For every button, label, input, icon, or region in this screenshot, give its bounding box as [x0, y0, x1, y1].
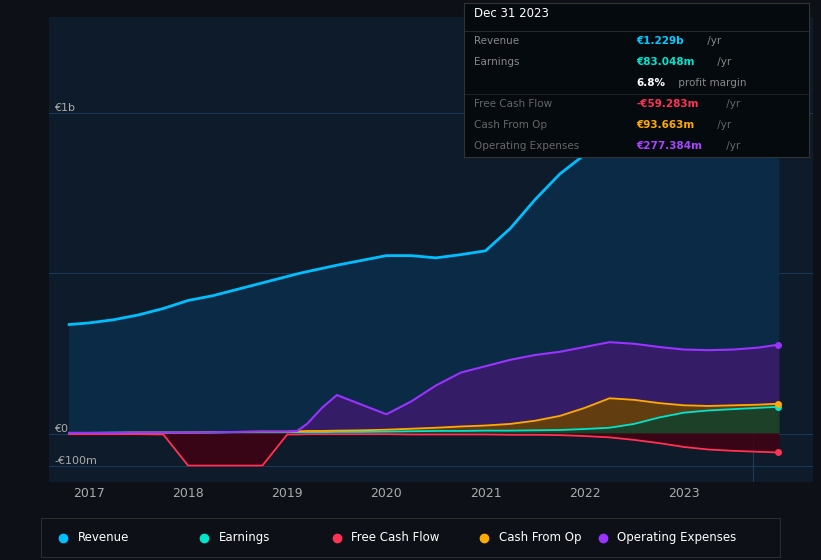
Text: Earnings: Earnings [475, 57, 520, 67]
Text: /yr: /yr [704, 36, 721, 46]
Text: Free Cash Flow: Free Cash Flow [351, 531, 440, 544]
Text: /yr: /yr [713, 57, 731, 67]
Text: €83.048m: €83.048m [636, 57, 695, 67]
Text: €0: €0 [54, 423, 68, 433]
Text: Revenue: Revenue [78, 531, 130, 544]
Text: Operating Expenses: Operating Expenses [475, 141, 580, 151]
Text: 6.8%: 6.8% [636, 78, 665, 88]
Text: €93.663m: €93.663m [636, 120, 695, 130]
Text: Earnings: Earnings [218, 531, 270, 544]
Text: €277.384m: €277.384m [636, 141, 702, 151]
Text: Free Cash Flow: Free Cash Flow [475, 99, 553, 109]
Text: Operating Expenses: Operating Expenses [617, 531, 736, 544]
Text: €1b: €1b [54, 103, 76, 113]
Text: Revenue: Revenue [475, 36, 520, 46]
Text: /yr: /yr [723, 99, 741, 109]
Text: /yr: /yr [723, 141, 741, 151]
Text: /yr: /yr [713, 120, 731, 130]
Text: Cash From Op: Cash From Op [499, 531, 581, 544]
Text: -€59.283m: -€59.283m [636, 99, 699, 109]
Text: Dec 31 2023: Dec 31 2023 [475, 7, 549, 20]
Text: -€100m: -€100m [54, 456, 97, 465]
Text: €1.229b: €1.229b [636, 36, 684, 46]
Text: profit margin: profit margin [675, 78, 746, 88]
Text: Cash From Op: Cash From Op [475, 120, 548, 130]
